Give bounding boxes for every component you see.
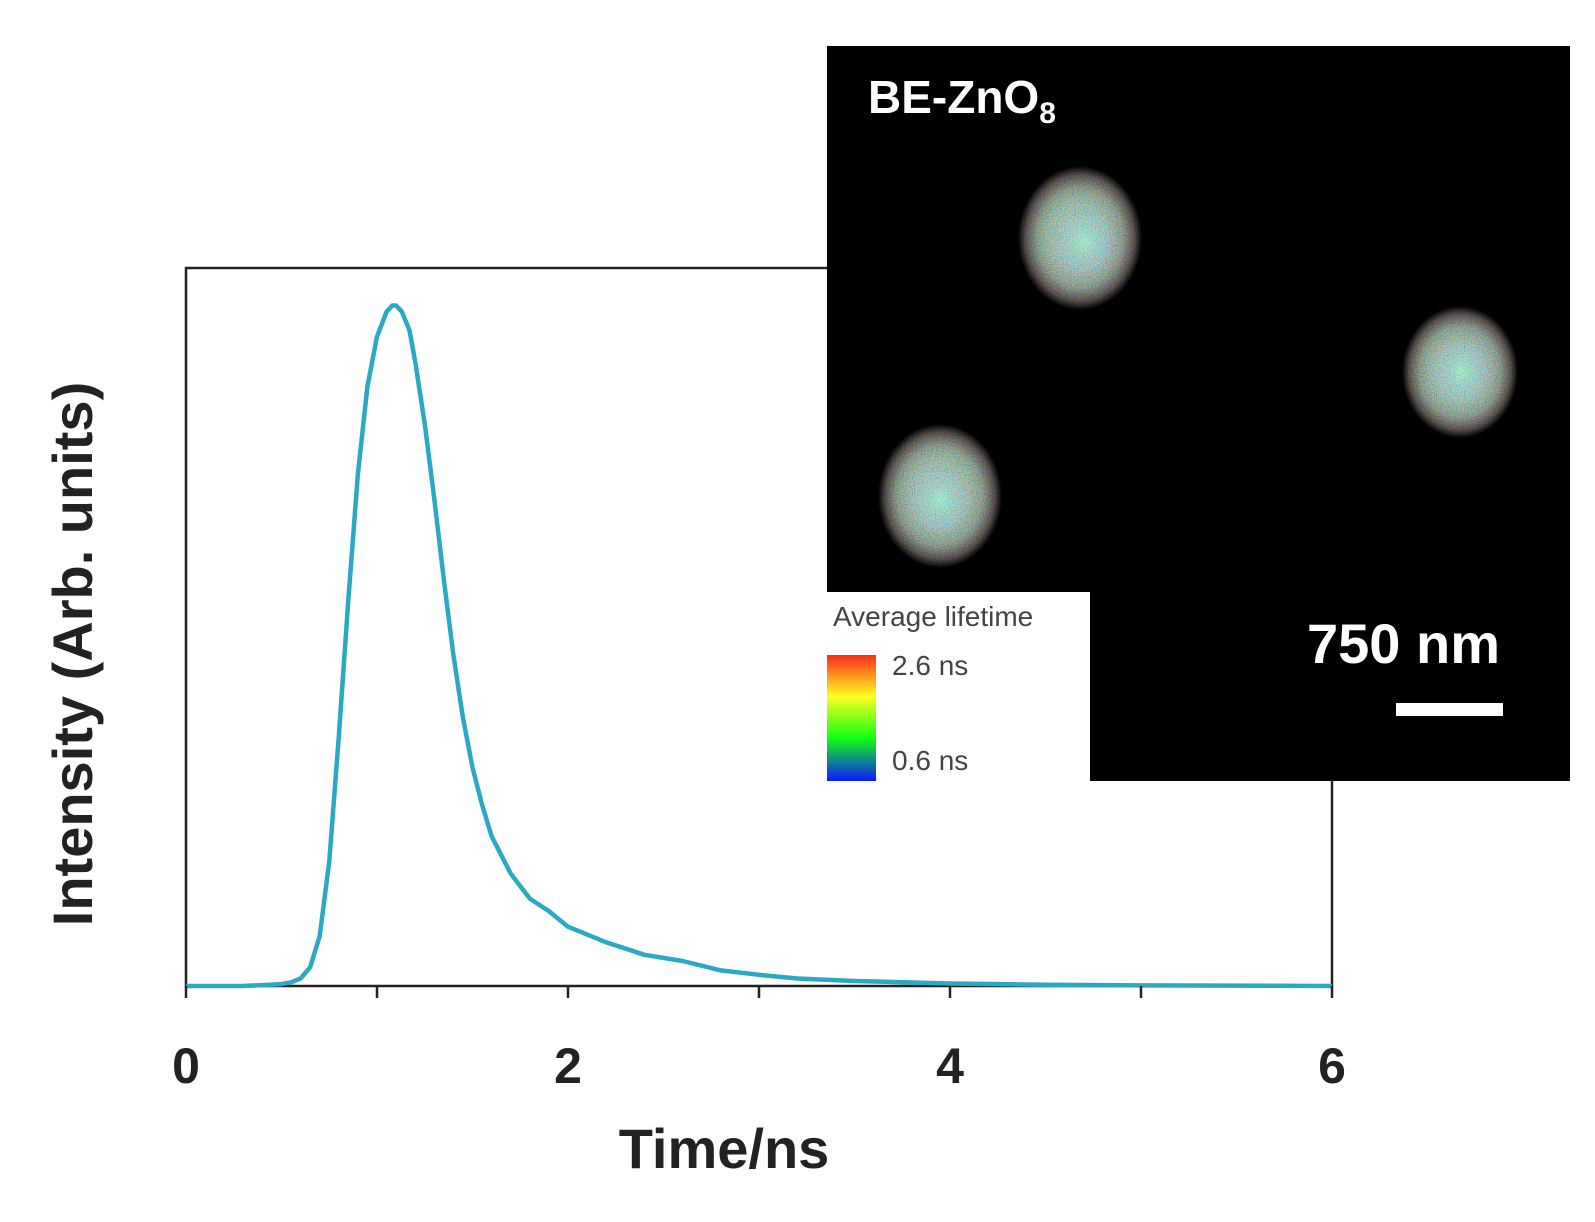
- x-tick-label-4: 4: [936, 1038, 964, 1094]
- scale-bar-label: 750 nm: [1307, 612, 1500, 675]
- scale-bar: [1396, 703, 1503, 716]
- series-layer: [186, 303, 1333, 989]
- x-tick-label-6: 6: [1318, 1038, 1346, 1094]
- x-tick-label-0: 0: [172, 1038, 200, 1094]
- legend-min-label: 0.6 ns: [892, 745, 968, 776]
- y-axis-title: Intensity (Arb. units): [41, 382, 104, 926]
- x-axis-tick-labels: 0 2 4 6: [172, 1038, 1346, 1094]
- inset-title: BE-ZnO8: [868, 71, 1056, 130]
- x-axis-title: Time/ns: [619, 1117, 830, 1180]
- inset-title-subscript: 8: [1039, 97, 1056, 130]
- particle-top-core: [1045, 197, 1125, 287]
- colorbar: [827, 655, 876, 781]
- particle-left-core: [900, 456, 980, 544]
- lifetime-legend: Average lifetime 2.6 ns 0.6 ns: [827, 601, 1033, 781]
- inset-particles: [878, 166, 1518, 568]
- x-tick-label-2: 2: [554, 1038, 582, 1094]
- particle-right-core: [1424, 330, 1500, 414]
- legend-max-label: 2.6 ns: [892, 650, 968, 681]
- x-axis-ticks: [184, 986, 1334, 998]
- flim-inset: BE-ZnO8 750 nm: [827, 46, 1570, 781]
- series-line-0: [186, 303, 1333, 989]
- legend-title: Average lifetime: [833, 601, 1033, 632]
- inset-background: [827, 46, 1570, 781]
- inset-title-main: BE-ZnO: [868, 71, 1039, 123]
